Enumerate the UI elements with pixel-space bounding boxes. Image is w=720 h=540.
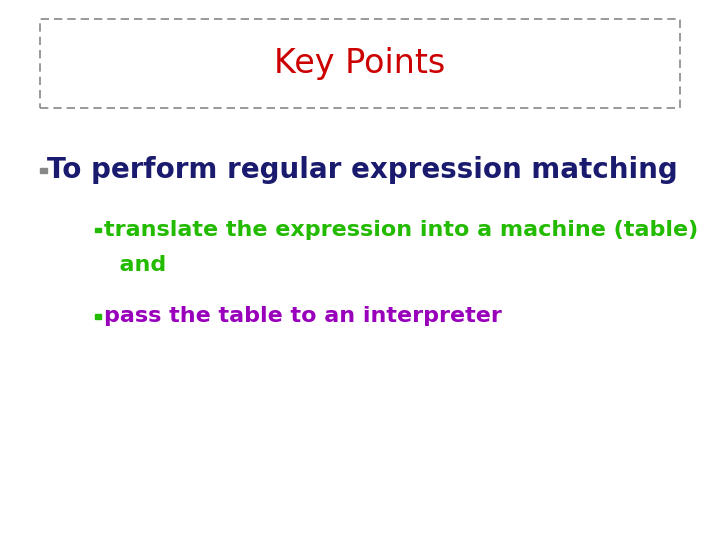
Text: and: and [104,254,166,275]
Text: pass the table to an interpreter: pass the table to an interpreter [104,306,503,326]
Bar [95,228,101,232]
Bar [95,314,101,319]
Text: translate the expression into a machine (table): translate the expression into a machine … [104,219,698,240]
Bar [40,168,47,173]
Text: To perform regular expression matching: To perform regular expression matching [47,156,678,184]
FancyBboxPatch shape [40,19,680,108]
Text: Key Points: Key Points [274,46,446,80]
